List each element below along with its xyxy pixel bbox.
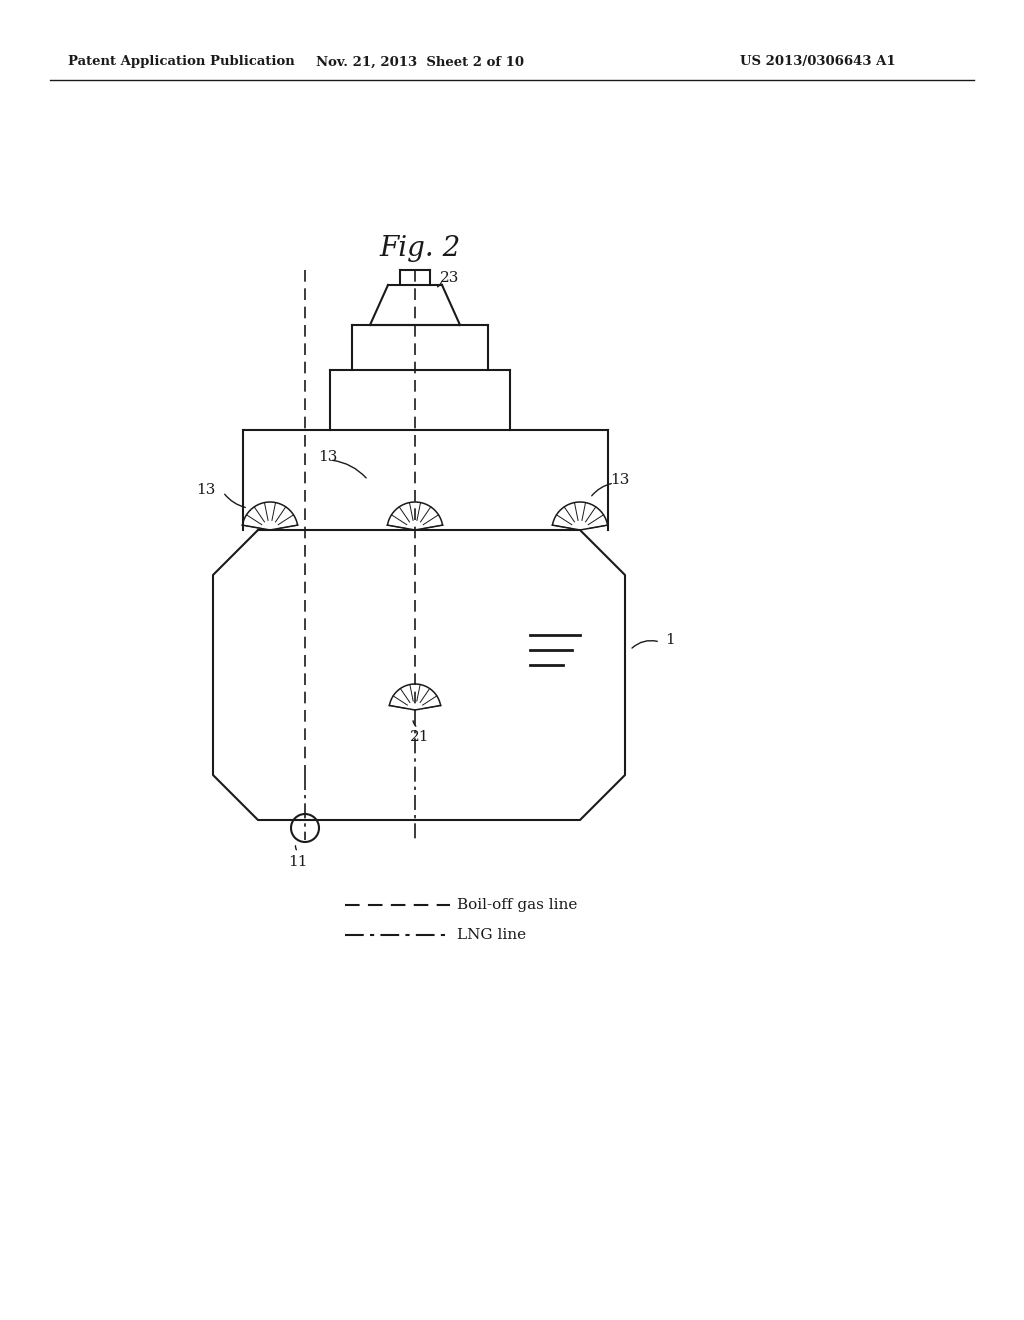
- Text: Boil-off gas line: Boil-off gas line: [457, 898, 578, 912]
- Text: 23: 23: [440, 271, 460, 285]
- Text: 11: 11: [288, 855, 308, 869]
- Text: Patent Application Publication: Patent Application Publication: [68, 55, 295, 69]
- Text: US 2013/0306643 A1: US 2013/0306643 A1: [740, 55, 896, 69]
- Text: Fig. 2: Fig. 2: [379, 235, 461, 261]
- Text: 13: 13: [610, 473, 630, 487]
- Text: 13: 13: [196, 483, 215, 498]
- Text: 13: 13: [318, 450, 337, 465]
- Text: LNG line: LNG line: [457, 928, 526, 942]
- Text: 21: 21: [411, 730, 430, 744]
- Text: 1: 1: [665, 634, 675, 647]
- Text: Nov. 21, 2013  Sheet 2 of 10: Nov. 21, 2013 Sheet 2 of 10: [316, 55, 524, 69]
